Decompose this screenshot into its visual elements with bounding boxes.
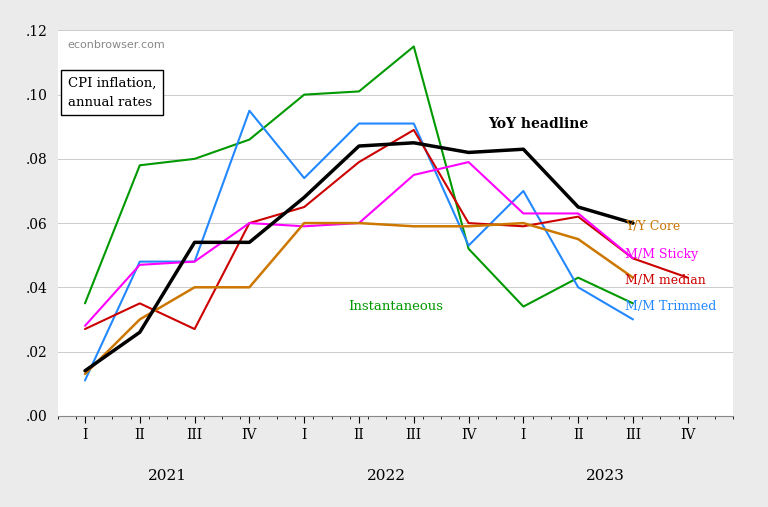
Text: Y/Y Core: Y/Y Core	[624, 220, 680, 233]
Text: econbrowser.com: econbrowser.com	[68, 40, 165, 50]
Text: 2021: 2021	[147, 468, 187, 483]
Text: YoY headline: YoY headline	[488, 117, 588, 131]
Text: CPI inflation,
annual rates: CPI inflation, annual rates	[68, 77, 156, 108]
Text: Instantaneous: Instantaneous	[348, 300, 443, 313]
Text: 2022: 2022	[367, 468, 406, 483]
Text: M/M median: M/M median	[624, 274, 706, 287]
Text: M/M Trimmed: M/M Trimmed	[624, 300, 716, 313]
Text: 2023: 2023	[586, 468, 625, 483]
Text: M/M Sticky: M/M Sticky	[624, 248, 698, 262]
